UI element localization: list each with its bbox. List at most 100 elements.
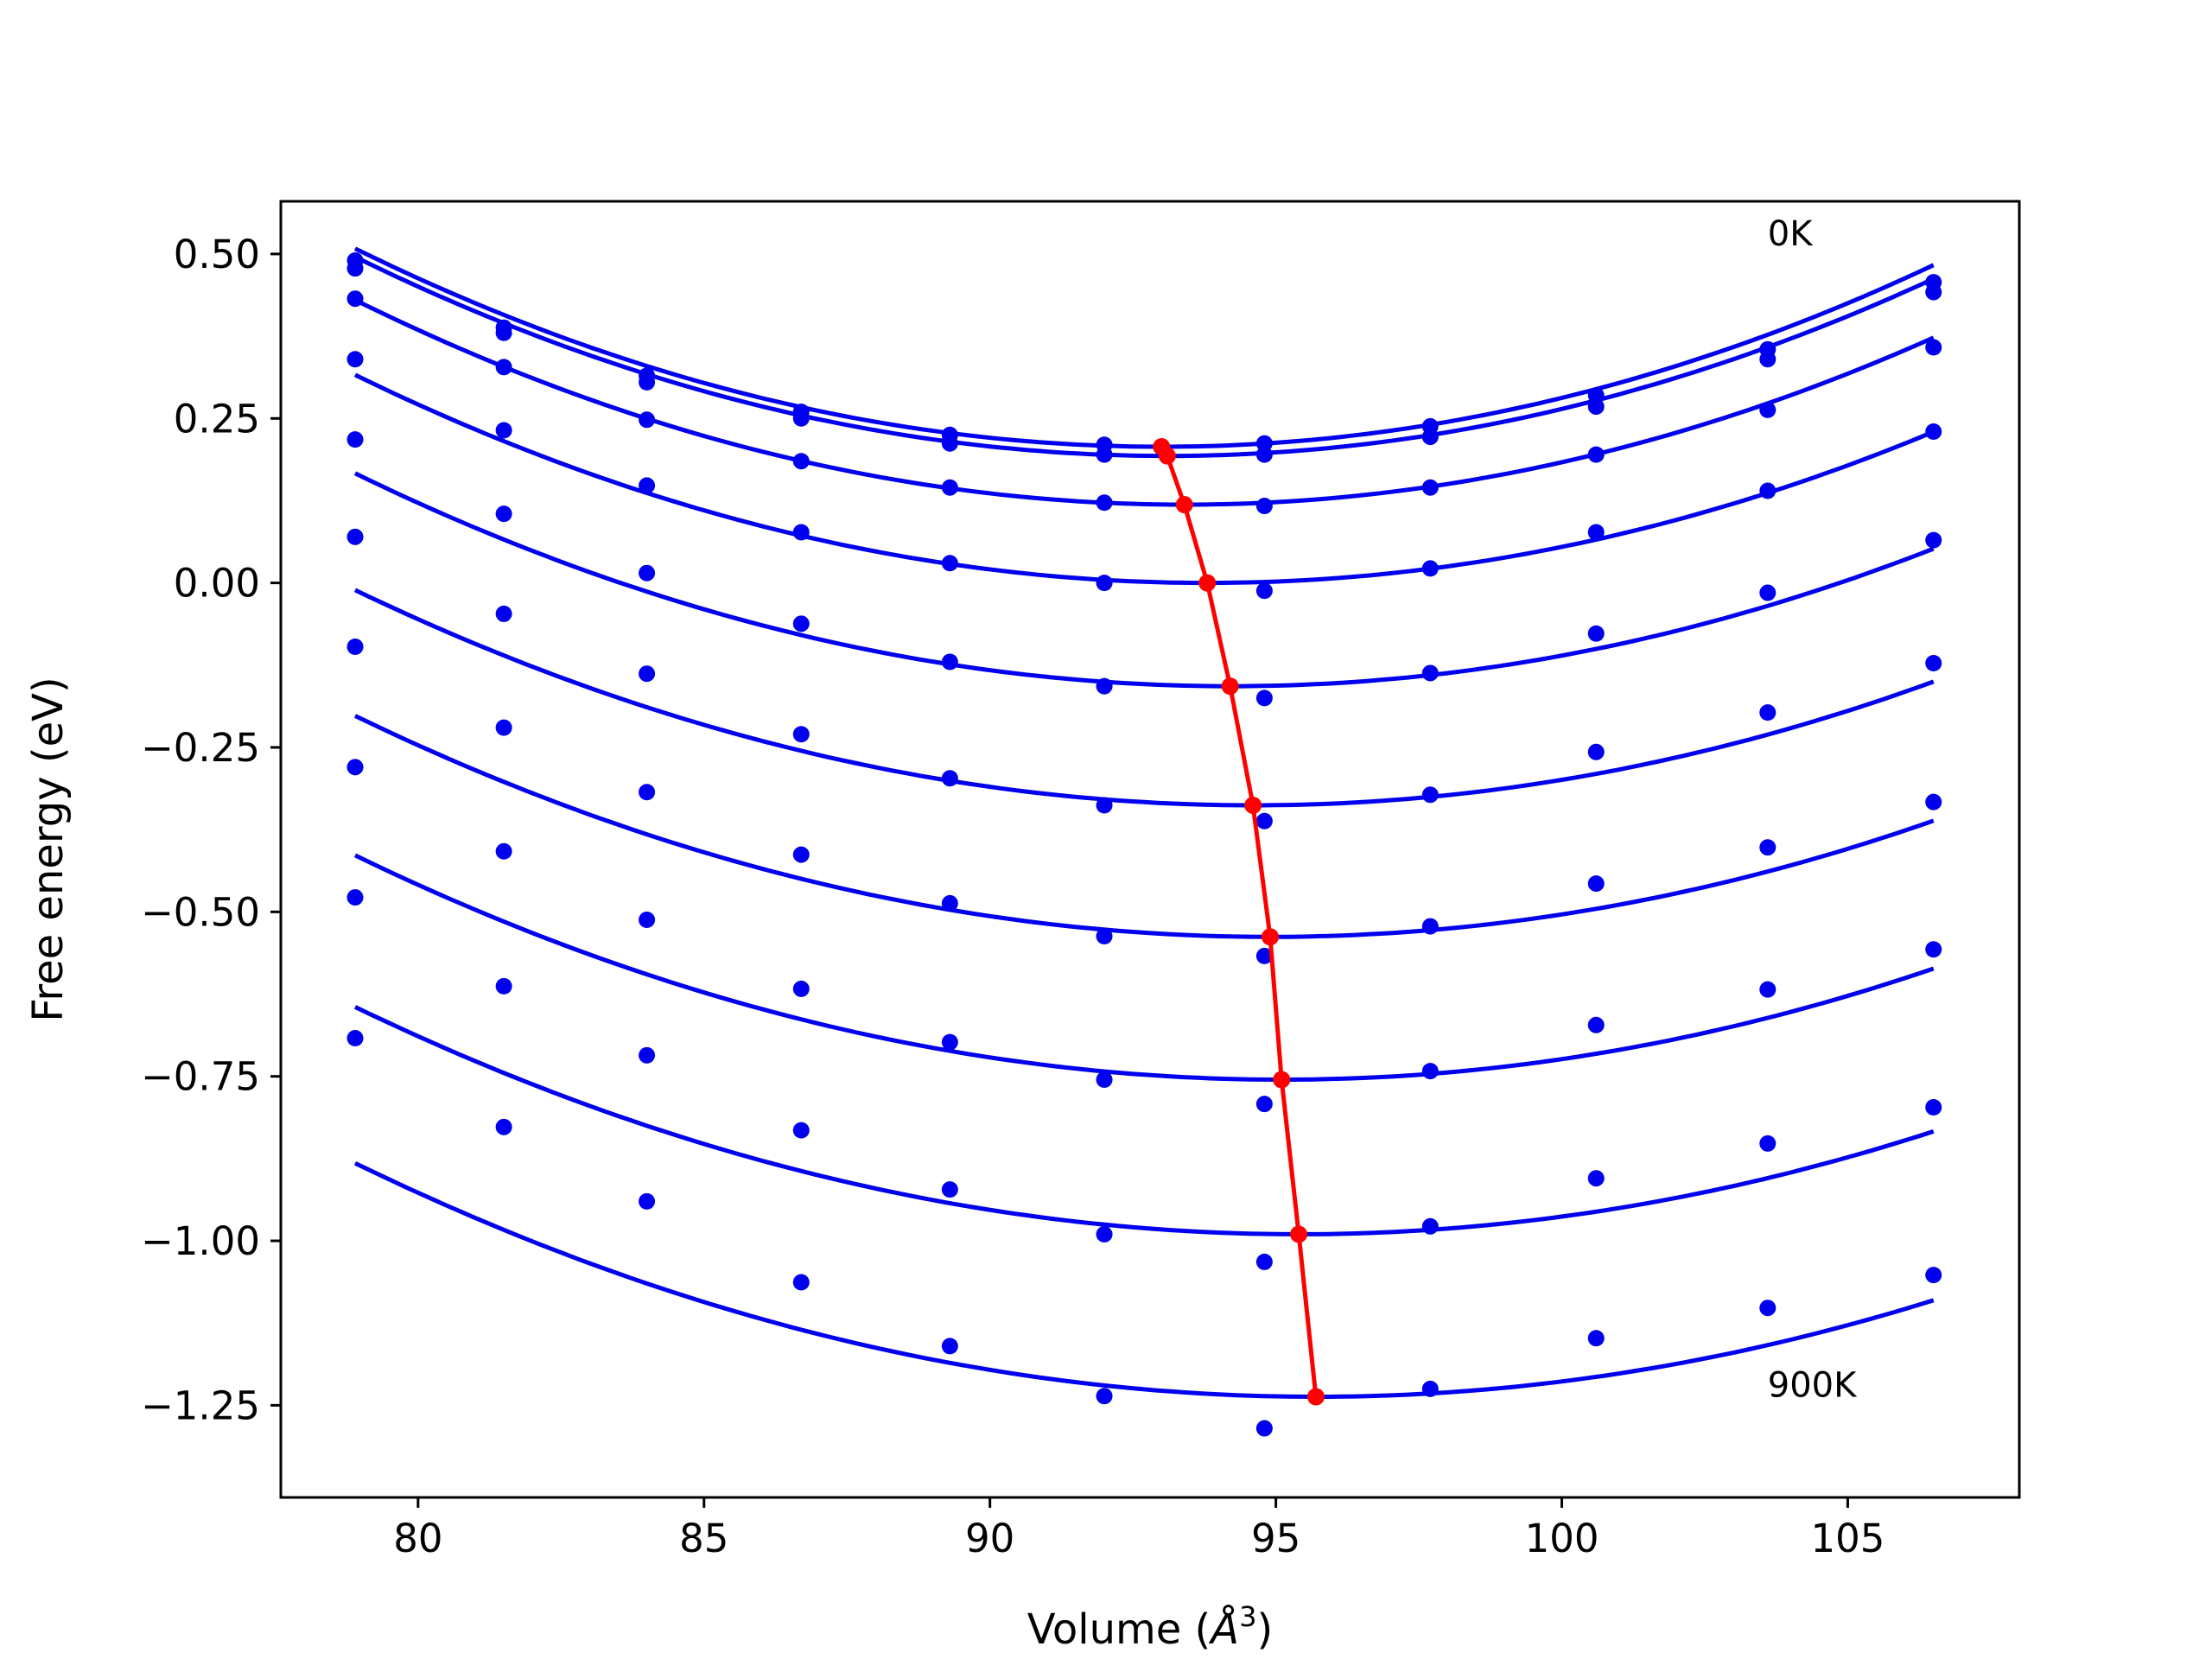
- data-point: [941, 770, 958, 787]
- minima-polyline: [1160, 445, 1319, 1397]
- x-axis-label-exponent: 3: [1239, 1600, 1256, 1633]
- data-point: [1587, 446, 1605, 463]
- data-point: [792, 453, 810, 470]
- data-point: [1255, 812, 1273, 830]
- data-point: [1759, 482, 1777, 499]
- x-tick-label: 95: [1251, 1516, 1300, 1561]
- data-point: [1421, 1380, 1439, 1397]
- data-point: [495, 719, 512, 736]
- y-axis-label: Free energy (eV): [24, 677, 73, 1021]
- data-point: [1096, 1225, 1113, 1243]
- x-tick-label: 105: [1810, 1516, 1885, 1561]
- minimum-point: [1273, 1071, 1291, 1089]
- data-point: [1421, 1063, 1439, 1080]
- x-axis-label-text: Volume (: [1027, 1605, 1211, 1654]
- data-point: [495, 324, 512, 341]
- data-point: [1255, 947, 1273, 964]
- data-point: [1255, 446, 1273, 463]
- data-point: [1421, 560, 1439, 577]
- minimum-point: [1290, 1225, 1308, 1243]
- data-point: [1759, 584, 1777, 601]
- y-tick-label: −0.25: [141, 725, 260, 771]
- minimum-point: [1221, 677, 1239, 696]
- data-point: [941, 653, 958, 671]
- data-point: [639, 911, 656, 928]
- y-tick-label: −0.50: [141, 889, 260, 935]
- data-point: [941, 1338, 958, 1355]
- data-point: [941, 1181, 958, 1198]
- data-point: [1096, 797, 1113, 814]
- data-point: [1925, 655, 1942, 672]
- x-tick-label: 85: [679, 1516, 728, 1561]
- data-point: [1096, 494, 1113, 512]
- fit-curve-1: [353, 255, 1935, 459]
- x-axis-label-symbol: Å: [1208, 1605, 1239, 1654]
- data-point: [1925, 941, 1942, 958]
- minimum-point: [1306, 1388, 1325, 1406]
- x-axis-label-close: ): [1256, 1605, 1273, 1654]
- x-axis-ticks: 80 85 90 95 100 105: [393, 1497, 1885, 1561]
- data-point: [1096, 1388, 1113, 1405]
- data-point: [1096, 446, 1113, 463]
- y-tick-label: −1.00: [141, 1218, 260, 1264]
- data-point: [1587, 1016, 1605, 1033]
- data-point: [639, 665, 656, 683]
- data-point: [1255, 1420, 1273, 1437]
- data-point: [792, 1274, 810, 1291]
- x-tick-label: 90: [965, 1516, 1014, 1561]
- data-point: [346, 889, 364, 906]
- data-point: [792, 1122, 810, 1139]
- minimum-point: [1261, 928, 1279, 946]
- data-points: [346, 252, 1942, 1437]
- data-point: [639, 564, 656, 582]
- data-point: [941, 894, 958, 912]
- plot-area: [279, 200, 2021, 1499]
- fit-curve-5: [353, 588, 1935, 808]
- data-point: [346, 260, 364, 277]
- fit-curve-0: [353, 246, 1935, 449]
- data-point: [1587, 1170, 1605, 1187]
- data-point: [639, 477, 656, 494]
- fit-curve-9: [353, 1160, 1935, 1399]
- y-tick-label: 0.00: [174, 561, 260, 607]
- data-point: [1925, 1098, 1942, 1116]
- minimum-point: [1198, 574, 1217, 592]
- annotation-label: 0K: [1768, 214, 1814, 254]
- data-point: [1255, 690, 1273, 707]
- data-point: [1421, 786, 1439, 804]
- data-point: [1759, 1300, 1777, 1317]
- data-point: [1925, 793, 1942, 810]
- data-point: [639, 411, 656, 429]
- data-point: [495, 505, 512, 523]
- y-tick-label: 0.25: [174, 396, 260, 442]
- data-point: [1096, 677, 1113, 695]
- data-point: [1421, 918, 1439, 935]
- x-tick-label: 80: [393, 1516, 442, 1561]
- data-point: [1759, 839, 1777, 856]
- data-point: [639, 1046, 656, 1064]
- data-point: [1255, 1253, 1273, 1270]
- fit-curve-2: [353, 297, 1935, 507]
- data-point: [1925, 283, 1942, 301]
- data-point: [639, 1192, 656, 1210]
- data-point: [792, 846, 810, 863]
- data-point: [495, 605, 512, 622]
- data-point: [941, 479, 958, 496]
- data-point: [1421, 429, 1439, 446]
- data-point: [1925, 1267, 1942, 1284]
- data-point: [346, 759, 364, 776]
- data-point: [1255, 498, 1273, 515]
- data-point: [495, 842, 512, 860]
- data-point: [495, 977, 512, 995]
- data-point: [1759, 704, 1777, 721]
- data-point: [1096, 1071, 1113, 1088]
- data-point: [639, 373, 656, 391]
- data-point: [346, 431, 364, 448]
- data-point: [495, 1118, 512, 1135]
- data-point: [1759, 981, 1777, 998]
- data-point: [1925, 339, 1942, 356]
- data-point: [1925, 531, 1942, 549]
- data-point: [1587, 1330, 1605, 1347]
- data-point: [1925, 423, 1942, 440]
- data-point: [941, 555, 958, 572]
